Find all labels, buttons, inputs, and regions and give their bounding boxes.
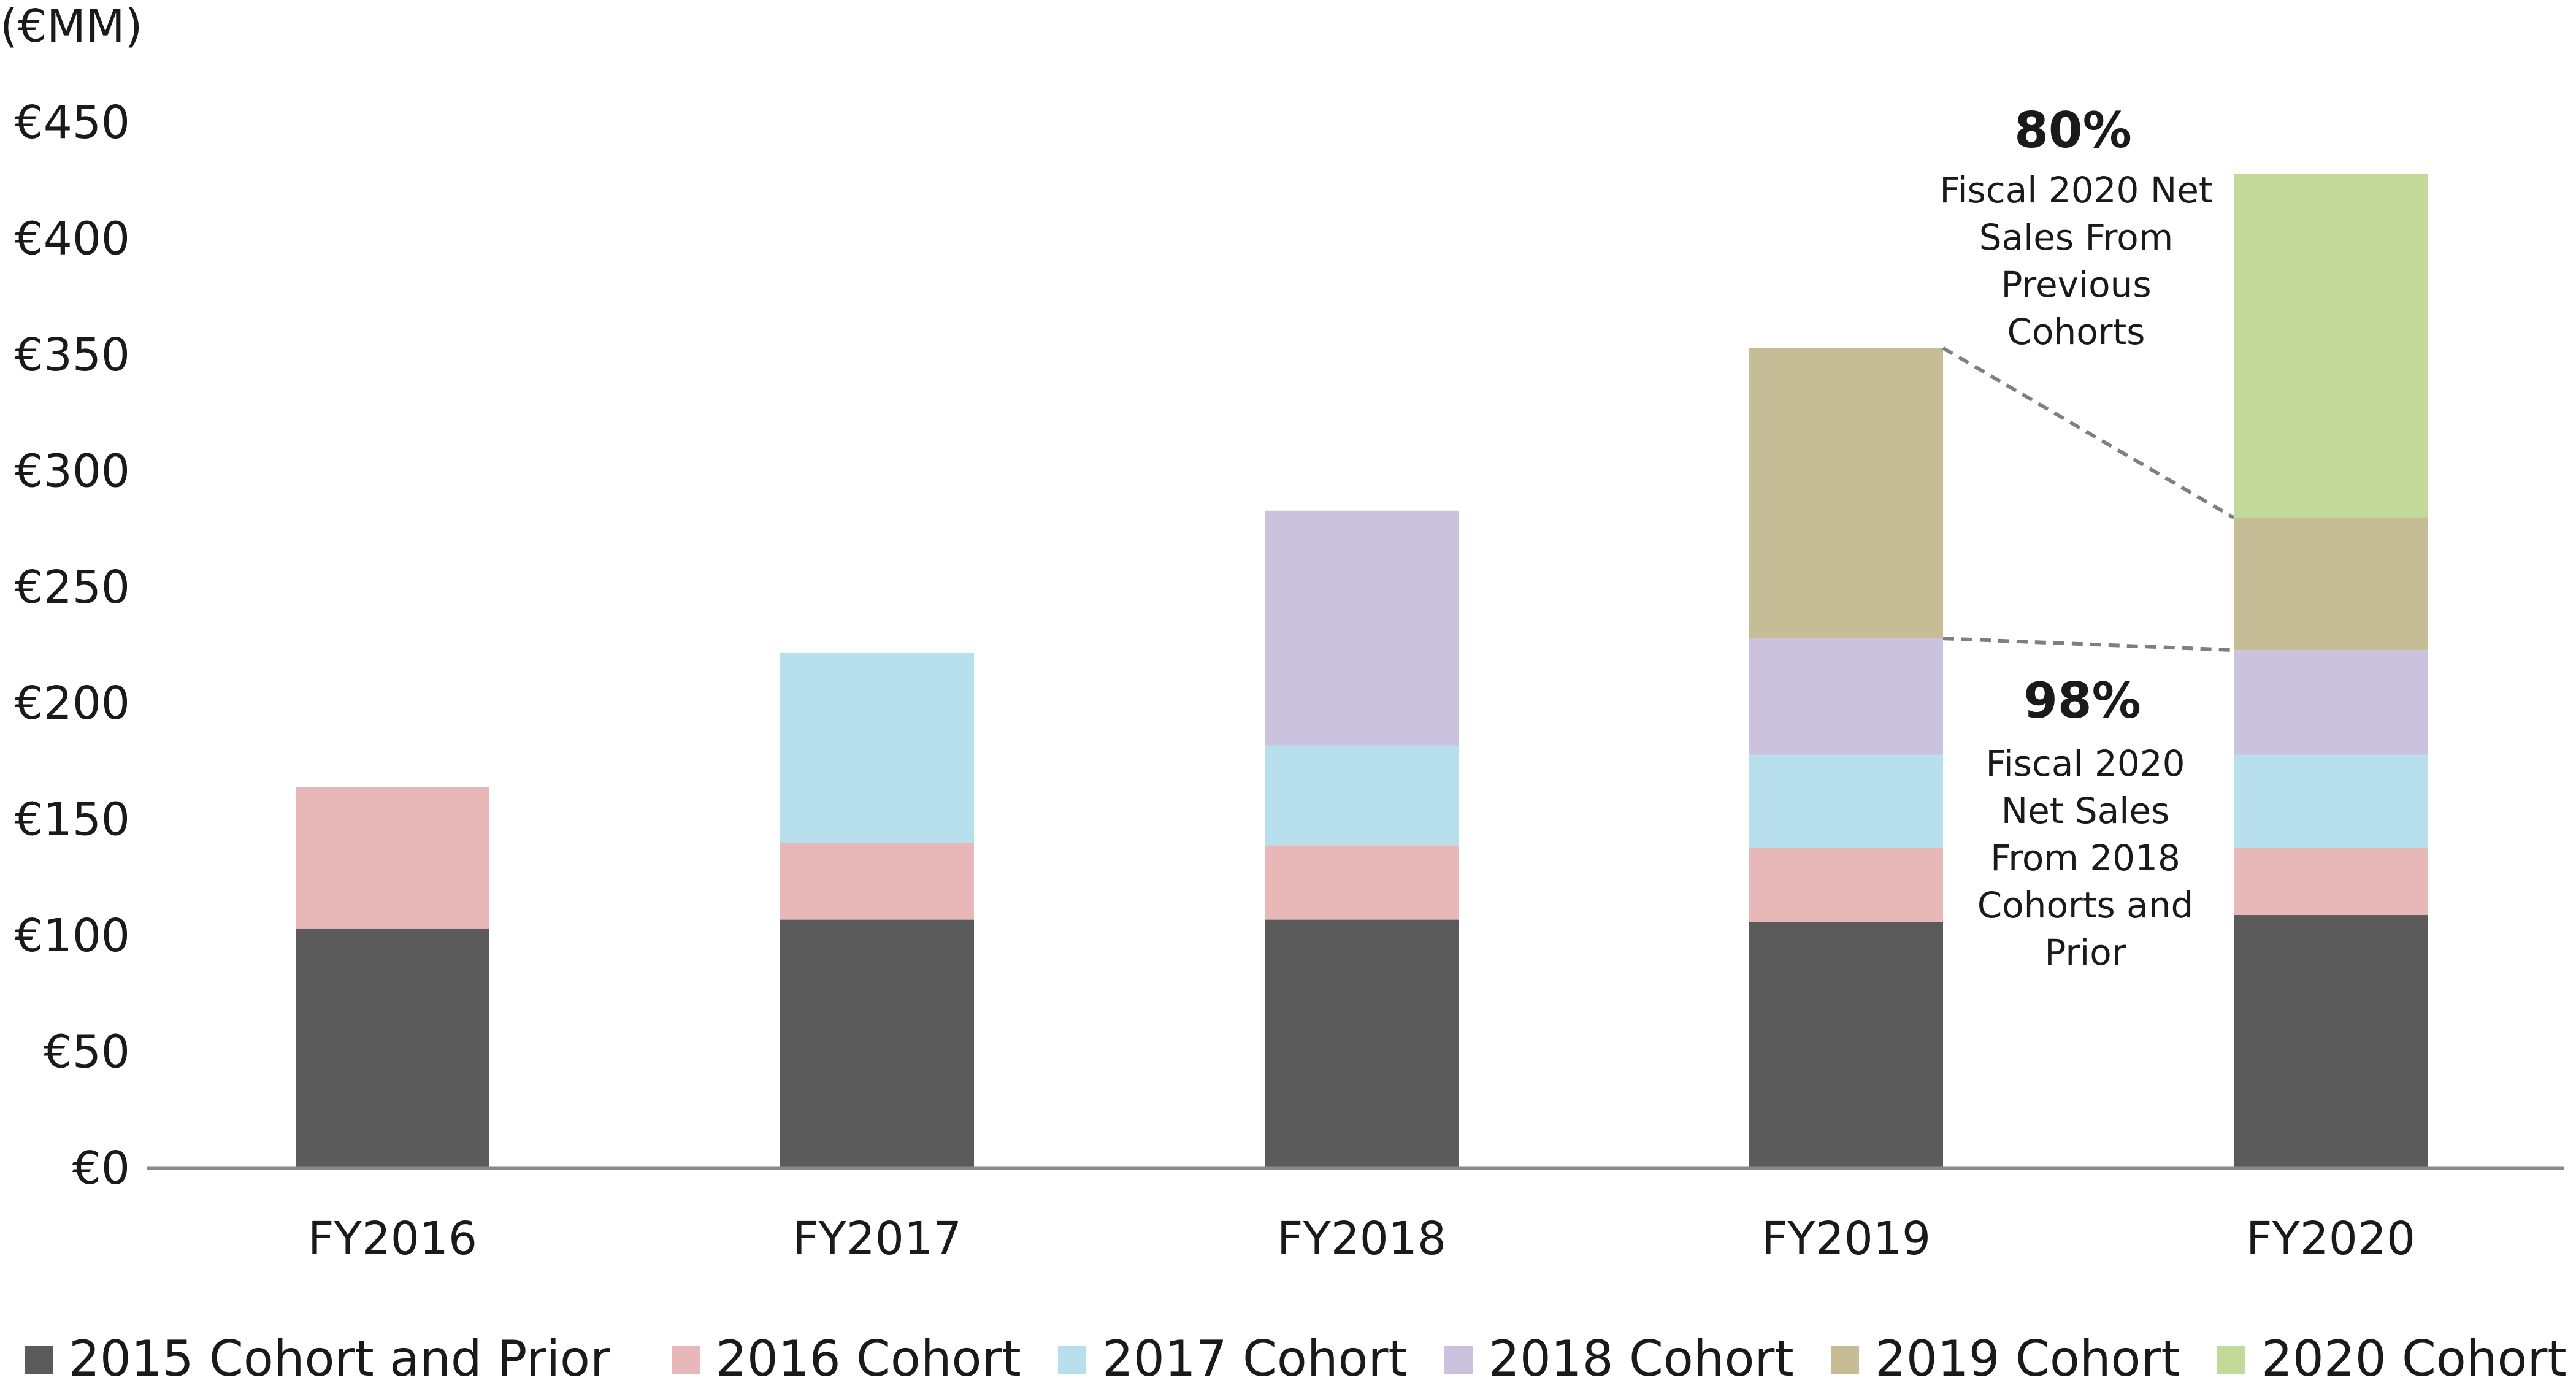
legend-label: 2015 Cohort and Prior: [69, 1330, 610, 1386]
y-tick-label: €300: [15, 445, 130, 497]
annotation-98-line-2: Net Sales: [2001, 790, 2170, 832]
legend-item: 2018 Cohort: [1444, 1330, 1794, 1386]
annotation-80-line-2: Sales From: [1979, 216, 2174, 258]
legend-label: 2016 Cohort: [716, 1330, 1021, 1386]
legend-label: 2020 Cohort: [2261, 1330, 2567, 1386]
legend-item: 2016 Cohort: [672, 1330, 1021, 1386]
bar-segment-fy2017-series-2: [780, 843, 974, 920]
bar-segment-fy2017-series-3: [780, 652, 974, 843]
bar-segment-fy2020-series-5: [2234, 518, 2428, 651]
bar-segment-fy2020-series-2: [2234, 848, 2428, 916]
x-tick-label: FY2019: [1761, 1212, 1931, 1265]
bar-segment-fy2016-series-1: [296, 928, 489, 1168]
bar-segment-fy2020-series-1: [2234, 915, 2428, 1168]
x-tick-label: FY2016: [308, 1212, 477, 1265]
annotation-80-line-1: Fiscal 2020 Net: [1939, 169, 2212, 211]
y-tick-label: €0: [72, 1142, 130, 1195]
legend-swatch: [672, 1346, 700, 1374]
legend-item: 2017 Cohort: [1058, 1330, 1408, 1386]
annotation-98: 98% Fiscal 2020 Net Sales From 2018 Coho…: [1977, 672, 2194, 973]
connector-line-previous-cohorts: [1942, 346, 2235, 519]
legend-item: 2020 Cohort: [2217, 1330, 2567, 1386]
bar-segment-fy2019-series-5: [1749, 348, 1943, 639]
legend-label: 2017 Cohort: [1102, 1330, 1408, 1386]
legend-label: 2018 Cohort: [1489, 1330, 1794, 1386]
y-tick-label: €150: [15, 794, 130, 846]
annotation-98-line-1: Fiscal 2020: [1985, 743, 2185, 784]
bar-segment-fy2018-series-2: [1265, 845, 1459, 920]
y-tick-label: €50: [44, 1026, 130, 1079]
y-axis: €0 €50 €100 €150 €200 €250 €300 €350 €400 €450: [15, 96, 130, 1195]
connector-lines: [1942, 346, 2235, 653]
bar-segment-fy2019-series-1: [1749, 922, 1943, 1168]
y-tick-label: €250: [15, 561, 130, 614]
annotation-98-line-4: Cohorts and: [1977, 884, 2194, 926]
legend-label: 2019 Cohort: [1875, 1330, 2180, 1386]
legend-item: 2019 Cohort: [1831, 1330, 2180, 1386]
legend-swatch: [25, 1346, 53, 1374]
legend-swatch: [1058, 1346, 1086, 1374]
x-tick-label: FY2017: [792, 1212, 962, 1265]
bar-segment-fy2018-series-1: [1265, 919, 1459, 1168]
bar-segment-fy2018-series-3: [1265, 745, 1459, 846]
x-tick-label: FY2018: [1277, 1212, 1446, 1265]
y-tick-label: €200: [15, 677, 130, 730]
annotation-80-line-4: Cohorts: [2007, 311, 2145, 353]
bar-segment-fy2019-series-3: [1749, 754, 1943, 848]
y-tick-label: €450: [15, 96, 130, 149]
bar-segment-fy2017-series-1: [780, 919, 974, 1168]
bar-segment-fy2020-series-6: [2234, 174, 2428, 518]
bar-segment-fy2019-series-2: [1749, 848, 1943, 922]
annotation-80: 80% Fiscal 2020 Net Sales From Previous …: [1939, 102, 2212, 353]
legend: 2015 Cohort and Prior 2016 Cohort 2017 Coh…: [25, 1330, 2567, 1386]
bar-segment-fy2020-series-3: [2234, 754, 2428, 848]
y-tick-label: €350: [15, 329, 130, 381]
annotation-98-line-5: Prior: [2044, 932, 2126, 973]
legend-item: 2015 Cohort and Prior: [25, 1330, 610, 1386]
annotation-98-line-3: From 2018: [1990, 837, 2180, 879]
annotation-98-value: 98%: [2023, 672, 2141, 729]
unit-label: (€MM): [0, 0, 143, 53]
bar-segment-fy2018-series-4: [1265, 510, 1459, 746]
annotation-80-value: 80%: [2014, 102, 2131, 159]
legend-swatch: [1831, 1346, 1859, 1374]
x-axis: FY2016 FY2017 FY2018 FY2019 FY2020: [308, 1212, 2415, 1265]
legend-swatch: [1444, 1346, 1473, 1374]
connector-line-2018-and-prior: [1942, 637, 2234, 653]
bar-segment-fy2020-series-4: [2234, 650, 2428, 755]
y-tick-label: €400: [15, 212, 130, 265]
y-tick-label: €100: [15, 909, 130, 962]
bar-segment-fy2019-series-4: [1749, 638, 1943, 755]
bar-segment-fy2016-series-2: [296, 787, 489, 929]
annotation-80-line-3: Previous: [2001, 264, 2151, 305]
legend-swatch: [2217, 1346, 2245, 1374]
bars: [296, 174, 2428, 1168]
x-tick-label: FY2020: [2246, 1212, 2415, 1265]
